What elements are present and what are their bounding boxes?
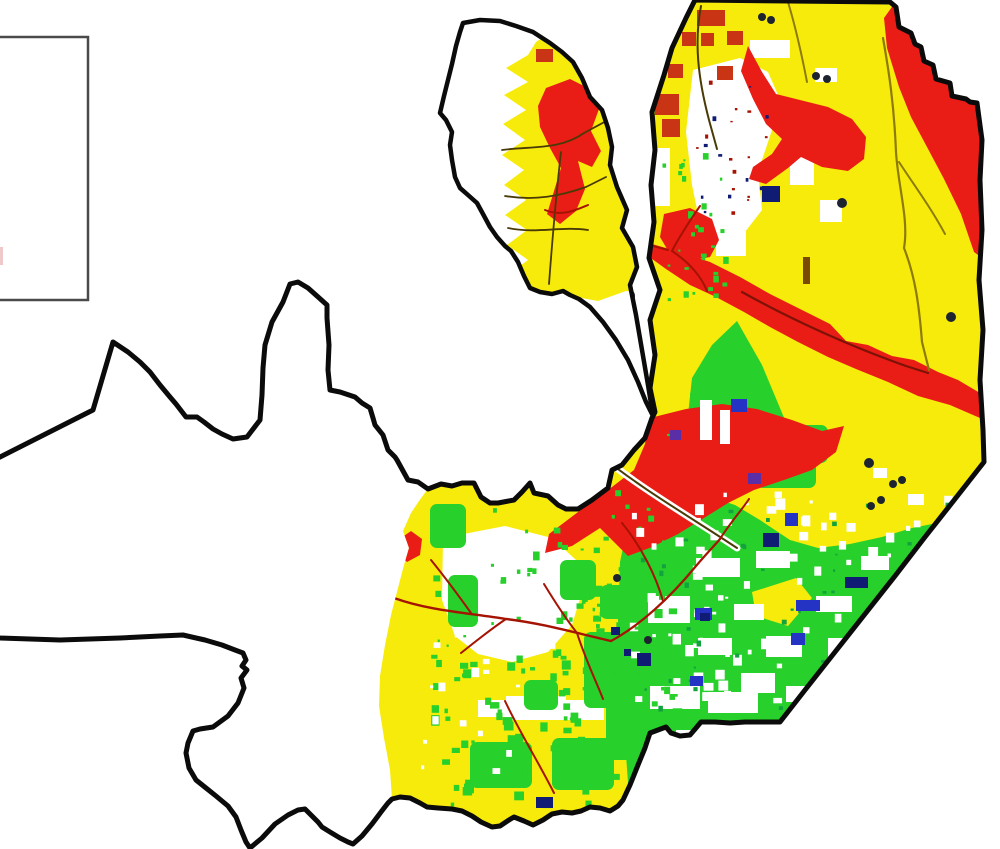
speckle-red-north <box>696 80 768 215</box>
red-band-ne-edge <box>884 4 982 258</box>
legend-edge-mark <box>0 247 3 265</box>
red-band-upper <box>741 46 866 184</box>
nw-lobe-boundary-stroke <box>437 17 656 419</box>
speckle-navy-north <box>700 86 769 214</box>
white-zone-center <box>442 526 582 662</box>
stream-lines <box>392 1 946 794</box>
yellow-wedge-in-green <box>752 578 812 626</box>
speckle-green-mid <box>562 556 677 727</box>
nw-lobe-streams <box>501 118 611 285</box>
nw-lobe-red-blob <box>538 79 601 224</box>
red-central-mass <box>545 404 844 556</box>
speckle-darkgreen-se <box>640 502 967 714</box>
speckle-white-south <box>421 565 556 774</box>
speckle-green-ne <box>662 153 729 302</box>
red-cluster-north <box>655 0 934 137</box>
nw-lobe-red-square <box>536 49 553 62</box>
red-band-diagonal <box>648 244 980 418</box>
legend-box <box>0 35 90 302</box>
